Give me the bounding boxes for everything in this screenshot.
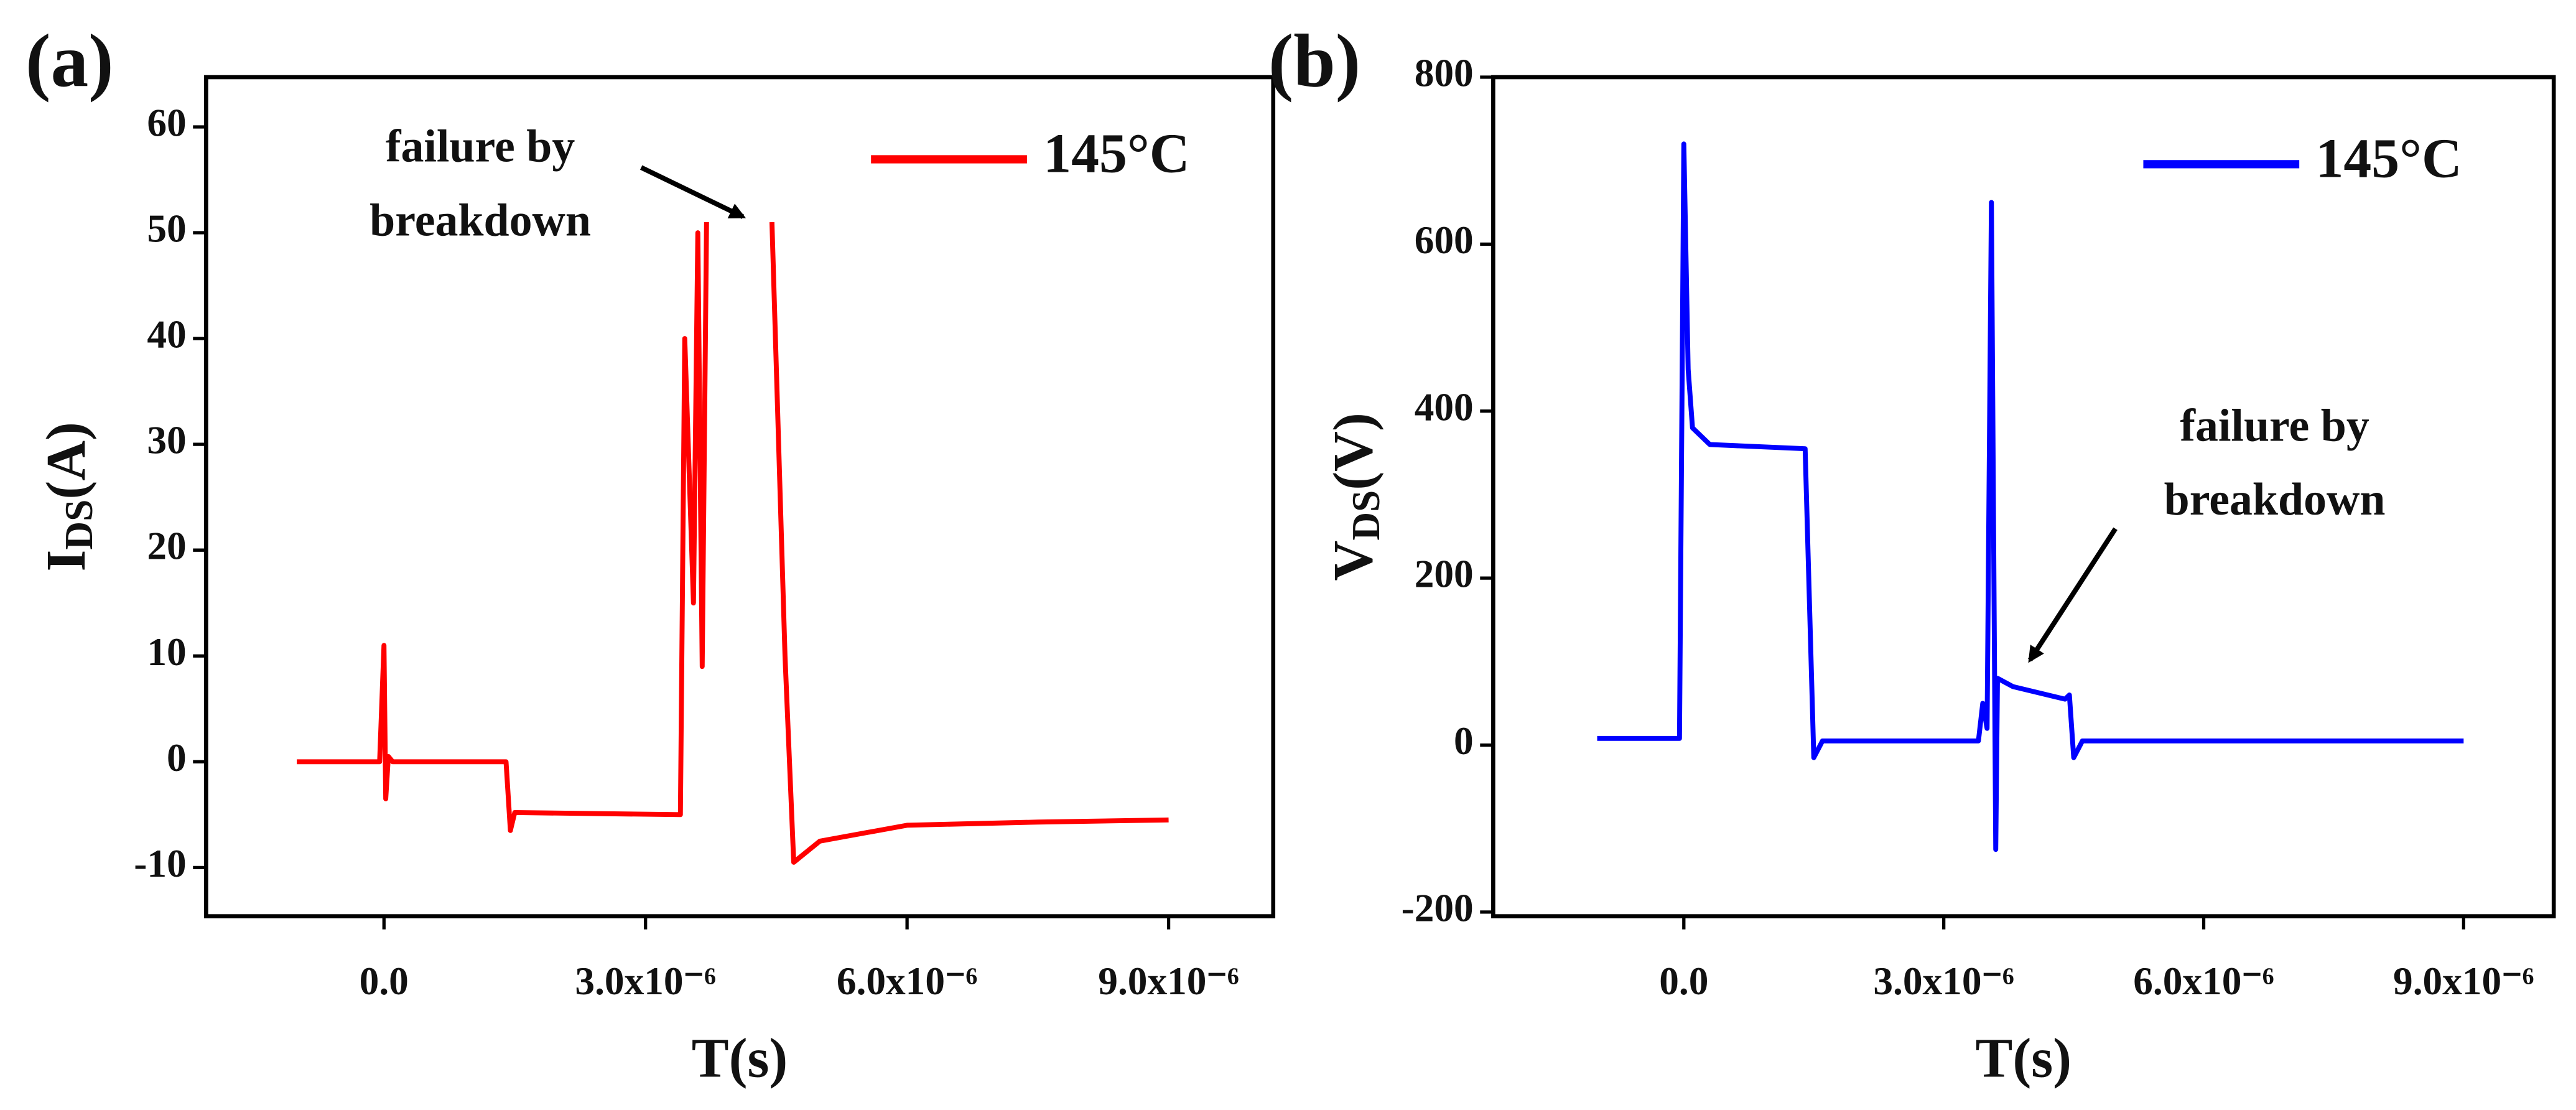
plot-area	[297, 222, 1169, 865]
annotation: failure by	[386, 121, 575, 172]
annotation-arrow	[2028, 527, 2118, 663]
x-tick-label: 3.0x10⁻⁶	[1873, 959, 2014, 1003]
annotation-arrow	[639, 165, 746, 219]
y-tick-label: 200	[1415, 553, 1474, 596]
y-axis-label-part: DS	[1344, 490, 1388, 541]
panel: (a) -10 0 10 20 30 40 50 60 0.0 3.0x10⁻⁶ 6.0x10⁻⁶ 9.…	[26, 20, 1276, 1089]
y-axis-label-part: V	[1323, 541, 1384, 581]
x-tick-label: 6.0x10⁻⁶	[2133, 959, 2274, 1003]
plot-area	[1597, 141, 2464, 852]
x-tick-label: 0.0	[360, 959, 409, 1003]
legend-label: 145°C	[1043, 123, 1189, 185]
plot-frame	[1491, 75, 2556, 918]
y-axis-label-part: (V)	[1323, 413, 1384, 490]
y-axis-label-part: (A)	[35, 422, 97, 500]
y-tick-label: 800	[1415, 52, 1474, 95]
x-tick-label: 3.0x10⁻⁶	[575, 959, 716, 1003]
x-tick-label: 9.0x10⁻⁶	[2393, 959, 2534, 1003]
y-tick-label: 600	[1415, 218, 1474, 262]
y-tick-label: 0	[1454, 719, 1474, 763]
y-tick-label: -200	[1402, 886, 1474, 930]
y-tick-label: 40	[147, 313, 186, 357]
x-axis-label: T(s)	[692, 1028, 788, 1089]
panel: (b) -200 0 200 400 600 800 0.0 3.0x10⁻⁶ 6.0x10⁻⁶ 9…	[1268, 20, 2556, 1089]
panel-label: (b)	[1268, 20, 1360, 103]
data-line	[297, 222, 1169, 865]
annotation: breakdown	[370, 195, 591, 246]
y-axis-label: VDS(V)	[1323, 413, 1388, 581]
x-tick-label: 9.0x10⁻⁶	[1098, 959, 1239, 1003]
y-tick-label: 50	[147, 207, 186, 251]
y-axis-label-part: DS	[57, 500, 101, 550]
y-tick-label: 30	[147, 419, 186, 462]
y-tick-label: 10	[147, 630, 186, 674]
annotation: breakdown	[2164, 473, 2386, 525]
y-tick-label: 20	[147, 525, 186, 568]
y-tick-label: 60	[147, 101, 186, 144]
panel-label: (a)	[26, 20, 114, 103]
annotation: failure by	[2180, 399, 2369, 450]
y-tick-label: -10	[134, 842, 186, 885]
y-axis-label-part: I	[35, 550, 97, 572]
x-tick-label: 6.0x10⁻⁶	[837, 959, 978, 1003]
x-tick-label: 0.0	[1659, 959, 1708, 1003]
x-axis-label: T(s)	[1976, 1028, 2072, 1089]
plot-frame	[204, 75, 1276, 918]
y-axis-label: IDS(A)	[35, 422, 101, 571]
legend-label: 145°C	[2316, 128, 2462, 189]
y-tick-label: 400	[1415, 385, 1474, 429]
y-tick-label: 0	[167, 736, 187, 780]
data-line	[1597, 141, 2464, 852]
